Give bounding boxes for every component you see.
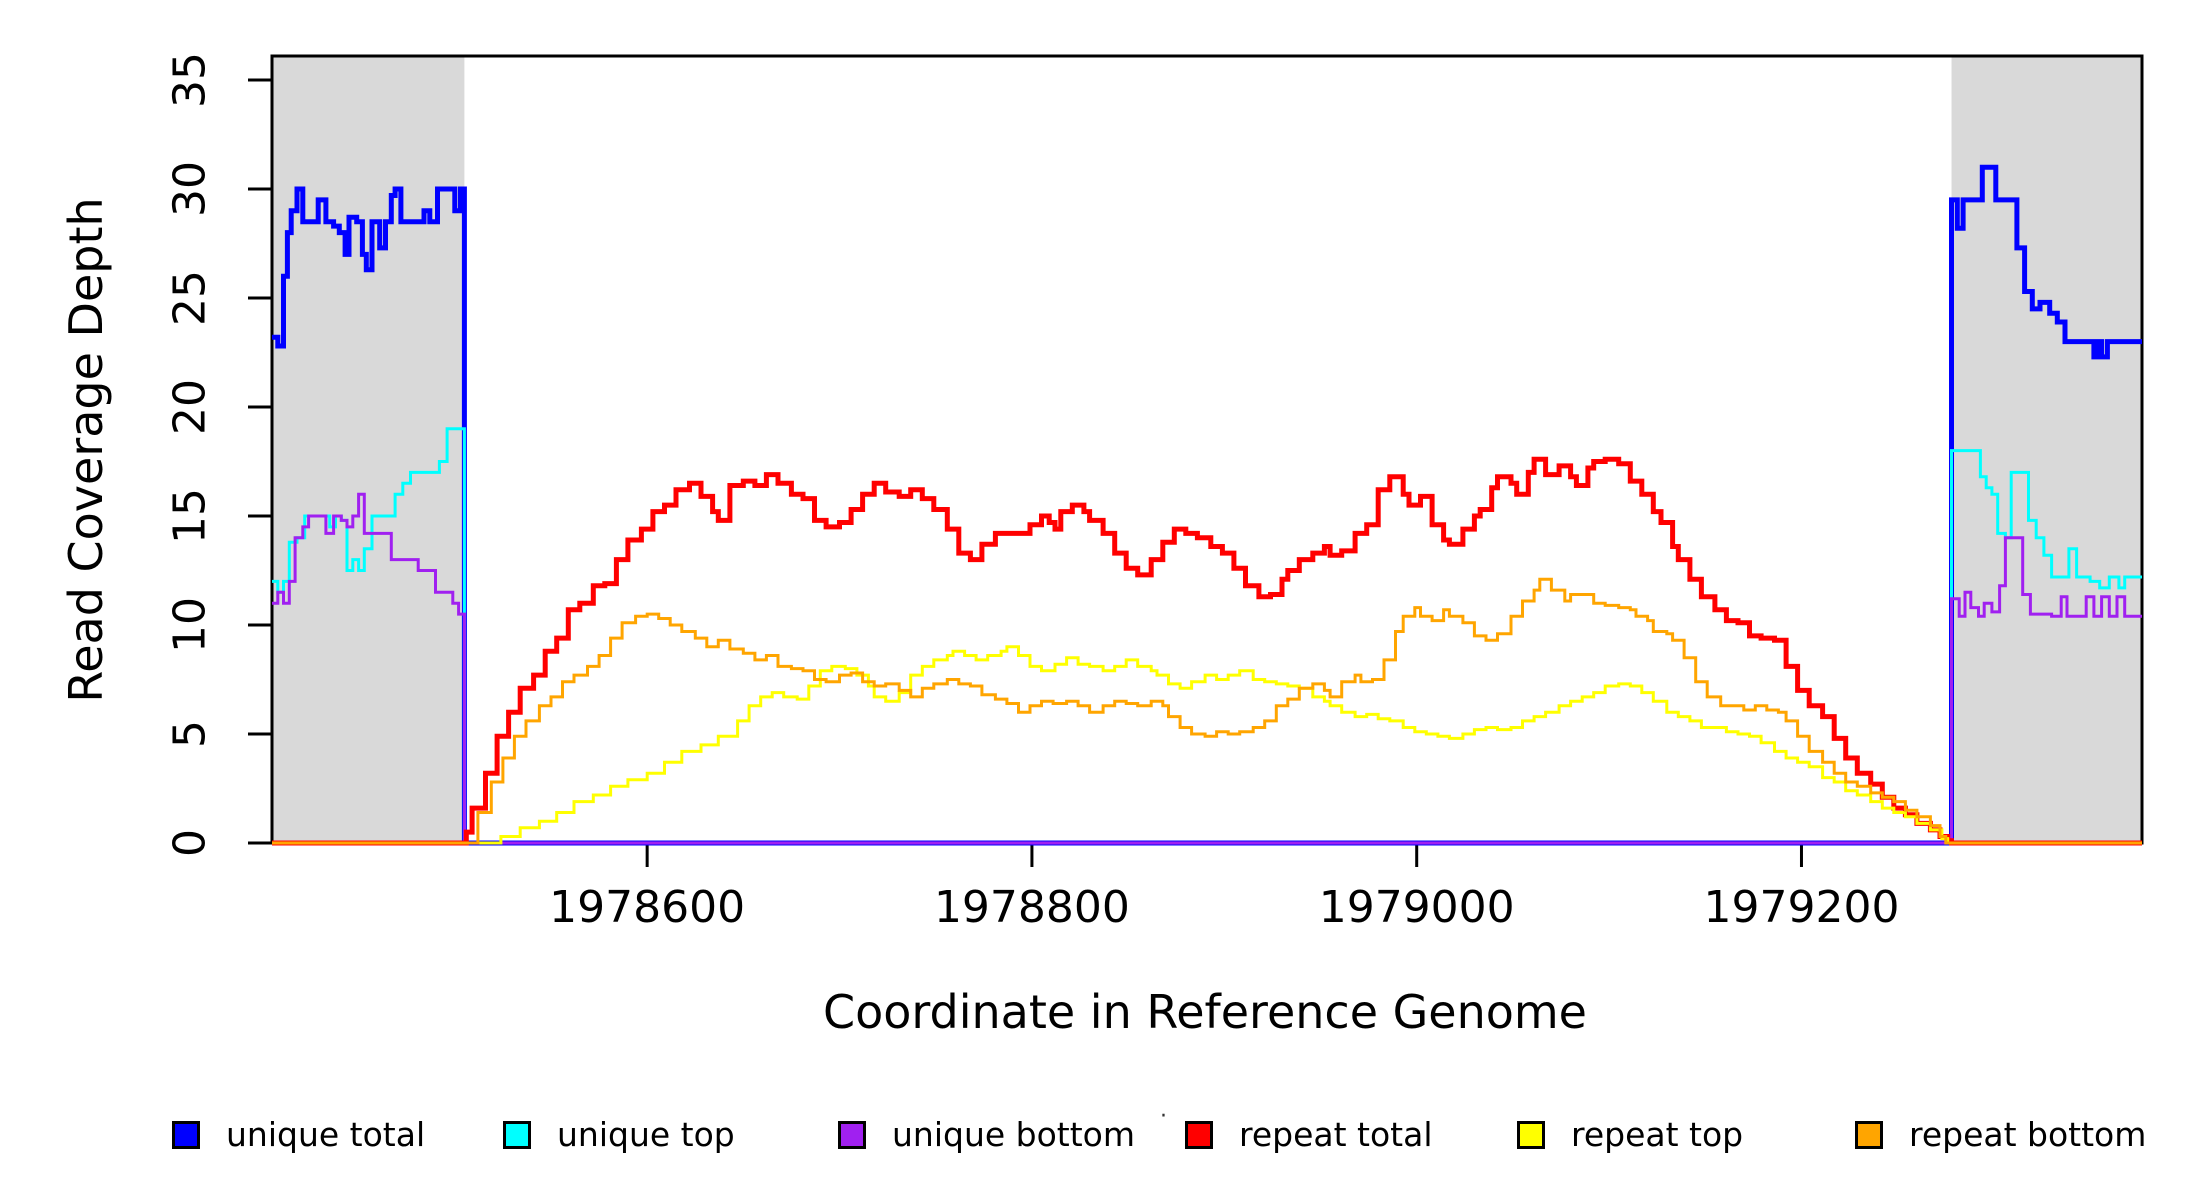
stray-dot-mark: · [1160, 1104, 1167, 1129]
y-tick-label: 0 [165, 829, 216, 857]
shaded-region [272, 56, 465, 843]
series-path-unique-top [272, 427, 2142, 845]
x-tick-label: 1978800 [934, 882, 1130, 933]
plot-box [270, 54, 2144, 845]
y-tick-label: 20 [165, 379, 216, 435]
series-path-repeat-total [272, 456, 2142, 846]
y-tick-label: 5 [165, 720, 216, 748]
y-tick-label: 15 [165, 488, 216, 544]
series-path-repeat-bottom [272, 577, 2142, 845]
series-path-unique-total [272, 164, 2142, 846]
series-path-unique-bottom [272, 492, 2142, 845]
x-axis-title: Coordinate in Reference Genome [823, 985, 1587, 1039]
y-tick-label: 35 [165, 52, 216, 108]
y-tick-label: 10 [165, 597, 216, 653]
y-tick-label: 25 [165, 270, 216, 326]
y-axis-title: Read Coverage Depth [59, 197, 113, 703]
x-tick-label: 1978600 [549, 882, 745, 933]
x-tick-label: 1979200 [1703, 882, 1899, 933]
y-tick-label: 30 [165, 161, 216, 217]
x-tick-label: 1979000 [1319, 882, 1515, 933]
series-path-repeat-top [272, 645, 2142, 845]
